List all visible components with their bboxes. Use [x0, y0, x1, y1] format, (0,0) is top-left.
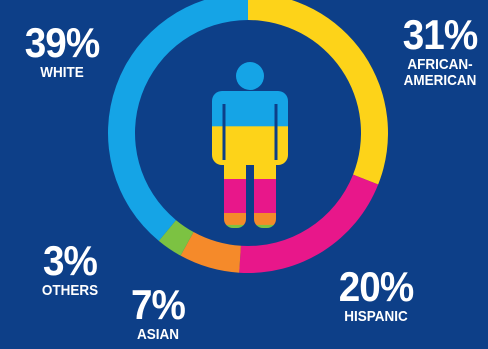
donut-slice-others [158, 220, 194, 256]
person-band-white [212, 62, 288, 127]
white-percent: 39% [24, 19, 100, 66]
donut-ring [108, 0, 388, 273]
hispanic-label: HISPANIC [344, 308, 408, 325]
person-outline [222, 104, 278, 230]
hispanic-stat: 20% HISPANIC [326, 266, 426, 325]
white-label: WHITE [40, 64, 84, 81]
asian-percent: 7% [130, 281, 186, 328]
others-stat: 3% OTHERS [24, 240, 116, 299]
african-american-stat: 31% AFRICAN-AMERICAN [392, 14, 488, 89]
others-percent: 3% [42, 237, 98, 284]
african-american-percent: 31% [402, 11, 478, 58]
donut-slice-white [108, 0, 248, 241]
donut-slice-asian [180, 232, 241, 273]
donut-slice-hispanic [239, 174, 379, 273]
donut-slice-african-american [248, 0, 388, 185]
white-stat: 39% WHITE [2, 22, 122, 81]
african-american-label: AFRICAN-AMERICAN [403, 56, 477, 89]
others-label: OTHERS [41, 282, 99, 299]
asian-label: ASIAN [136, 326, 179, 343]
asian-stat: 7% ASIAN [118, 284, 198, 343]
hispanic-percent: 20% [338, 263, 414, 310]
